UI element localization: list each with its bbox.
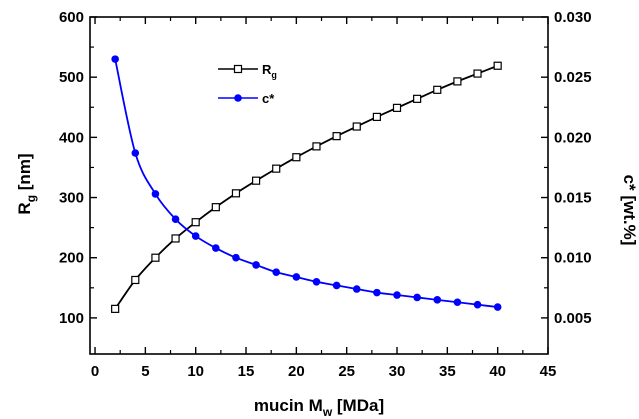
x-tick-label: 5 xyxy=(141,363,149,380)
x-axis-title-sub: w xyxy=(322,405,333,419)
y-left-tick-label: 400 xyxy=(59,129,84,146)
legend-cstar-marker xyxy=(234,94,242,102)
y-right-tick-label: 0.010 xyxy=(554,250,592,267)
series-cstar-point xyxy=(393,291,401,299)
series-cstar-point xyxy=(151,190,160,198)
series-rg-point xyxy=(272,164,281,173)
series-rg-point xyxy=(292,153,301,162)
x-tick-label: 15 xyxy=(238,363,255,380)
y-left-axis-title-main: R xyxy=(15,202,34,214)
legend-rg-label: Rg xyxy=(262,62,277,80)
x-axis-title-main: mucin M xyxy=(254,396,323,415)
x-tick-label: 45 xyxy=(540,363,557,380)
series-rg-point xyxy=(191,218,200,227)
y-left-tick-label: 600 xyxy=(59,9,84,26)
series-cstar-point xyxy=(171,215,180,223)
series-cstar-point xyxy=(453,298,462,307)
series-cstar-point xyxy=(191,232,200,240)
series-cstar-point xyxy=(292,273,301,281)
series-rg-point xyxy=(453,77,462,86)
y-right-axis-title: c* [wt.%] xyxy=(620,175,639,246)
x-tick-label: 0 xyxy=(91,363,99,380)
series-cstar-point xyxy=(473,300,482,309)
y-left-axis-title: Rg [nm] xyxy=(15,153,38,214)
series-rg-point xyxy=(392,103,402,112)
y-left-tick-label: 100 xyxy=(59,310,84,327)
x-tick-label: 30 xyxy=(389,363,406,380)
x-tick-label: 40 xyxy=(489,363,506,380)
y-left-tick-label: 200 xyxy=(59,250,84,267)
series-rg-line xyxy=(114,64,498,310)
x-axis-title-unit: [MDa] xyxy=(332,396,384,415)
y-right-axis-title-unit: [wt.%] xyxy=(620,191,639,246)
y-right-tick-label: 0.005 xyxy=(554,310,592,327)
series-rg-point xyxy=(251,176,261,185)
series-rg-point xyxy=(231,189,241,198)
series-rg-point xyxy=(413,94,422,103)
series-layer xyxy=(111,55,502,313)
legend-rg-marker xyxy=(233,64,243,74)
series-cstar-point xyxy=(131,149,140,157)
legend: Rg c* xyxy=(218,62,277,106)
x-tick-label: 20 xyxy=(288,363,305,380)
series-rg-point xyxy=(131,275,140,285)
series-cstar-point xyxy=(232,253,240,262)
y-right-tick-label: 0.030 xyxy=(554,9,592,26)
series-rg-point xyxy=(151,253,160,262)
x-tick-label: 10 xyxy=(187,363,204,380)
series-cstar-point xyxy=(212,244,220,252)
series-rg-point xyxy=(332,132,341,141)
series-rg-point xyxy=(352,122,361,131)
series-cstar-point xyxy=(312,277,321,286)
series-cstar-line xyxy=(114,58,498,308)
series-rg-point xyxy=(111,304,120,313)
series-cstar-point xyxy=(373,288,381,297)
x-tick-label: 25 xyxy=(338,363,355,380)
y-right-axis-title-main: c* xyxy=(620,175,639,191)
legend-cstar-label: c* xyxy=(262,91,275,106)
y-right-tick-label: 0.025 xyxy=(554,69,592,86)
series-rg-point xyxy=(493,61,502,70)
series-cstar-point xyxy=(413,293,421,302)
series-rg-point xyxy=(473,69,482,78)
series-rg-point xyxy=(211,203,220,212)
series-cstar-point xyxy=(111,55,119,63)
x-tick-label: 35 xyxy=(439,363,456,380)
y-left-tick-label: 300 xyxy=(59,190,84,207)
legend-rg-label-main: R xyxy=(262,62,272,77)
plot-frame xyxy=(89,16,549,355)
y-right-tick-label: 0.020 xyxy=(554,129,592,146)
series-rg-point xyxy=(171,234,180,243)
legend-rg-label-sub: g xyxy=(271,70,277,80)
y-left-tick-label: 500 xyxy=(59,69,84,86)
series-rg-point xyxy=(312,142,321,151)
y-right-tick-label: 0.015 xyxy=(554,190,592,207)
series-cstar-point xyxy=(252,261,260,269)
series-cstar-point xyxy=(352,285,361,293)
series-cstar-point xyxy=(272,268,281,276)
ticks-layer: 0 5 10 15 20 25 30 35 40 45 100 200 300 400 500 600 0.00… xyxy=(59,9,592,380)
series-rg-point xyxy=(433,85,442,94)
y-left-axis-title-unit: [nm] xyxy=(15,153,34,195)
series-rg-point xyxy=(372,112,381,122)
series-cstar-point xyxy=(493,303,502,311)
y-left-axis-title-sub: g xyxy=(24,195,38,202)
series-cstar-point xyxy=(332,281,341,290)
x-axis-title: mucin Mw [MDa] xyxy=(254,396,384,419)
series-cstar-point xyxy=(433,296,442,304)
